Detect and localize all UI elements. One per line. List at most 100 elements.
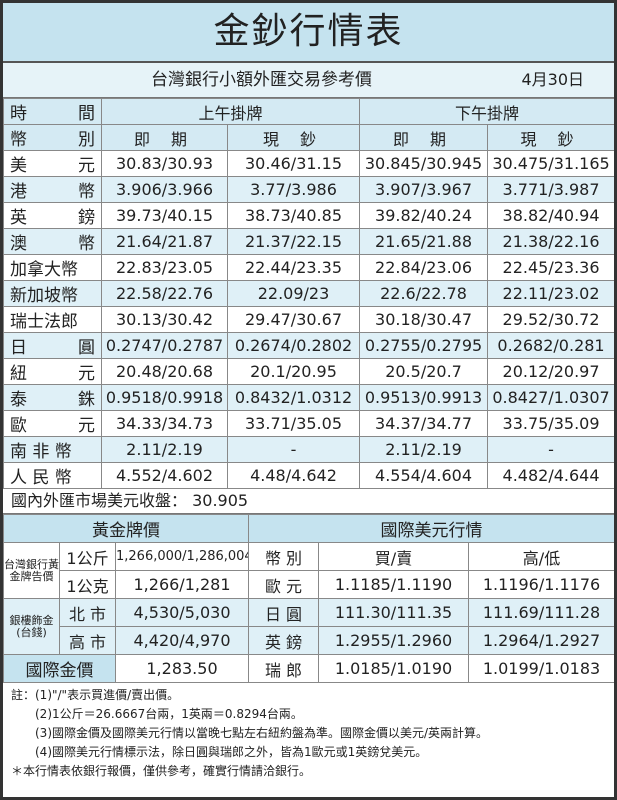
am-cash-rate: 4.48/4.642 (226, 462, 361, 489)
pm-spot-rate: 20.5/20.7 (359, 358, 489, 385)
pm-spot-rate: 22.84/23.06 (359, 254, 489, 281)
am-cash-rate: 29.47/30.67 (226, 306, 361, 333)
am-spot-header: 即 期 (101, 124, 228, 151)
currency-name: 泰銖 (3, 384, 102, 411)
pm-cash-rate: - (487, 436, 614, 463)
currency-name: 加拿大幣 (3, 254, 102, 281)
currency-row: 加拿大幣 22.83/23.05 22.44/23.35 22.84/23.06 22.… (3, 254, 614, 281)
intl-gold-label: 國際金價 (3, 654, 116, 683)
currency-name: 人 民 幣 (3, 462, 102, 489)
date: 4月30日 (521, 70, 584, 89)
g-label: 1公克 (59, 570, 116, 599)
note: (3)國際金價及國際美元行情以當晚七點左右紐約盤為準。國際金價以美元/英兩計算。 (35, 726, 489, 740)
pm-spot-header: 即 期 (359, 124, 489, 151)
am-cash-rate: - (226, 436, 361, 463)
pm-cash-rate: 3.771/3.987 (487, 176, 614, 203)
am-spot-rate: 22.58/22.76 (101, 280, 228, 307)
south-price: 4,420/4,970 (115, 626, 249, 655)
pm-spot-rate: 0.9513/0.9913 (359, 384, 489, 411)
am-cash-header: 現 鈔 (226, 124, 361, 151)
usd-highlow: 111.69/111.28 (467, 598, 614, 627)
currency-name: 新加坡幣 (3, 280, 102, 307)
currency-row: 港幣 3.906/3.966 3.77/3.986 3.907/3.967 3.771/… (3, 176, 614, 203)
am-cash-rate: 38.73/40.85 (226, 202, 361, 229)
pm-spot-rate: 30.18/30.47 (359, 306, 489, 333)
note: 註：(1)"/"表示買進價/賣出價。 (11, 688, 180, 702)
usd-col-buysell: 買/賣 (318, 542, 469, 571)
currency-name: 英鎊 (3, 202, 102, 229)
currency-name: 港幣 (3, 176, 102, 203)
note: ＊本行情表依銀行報價，僅供參考，確實行情請洽銀行。 (11, 764, 312, 778)
currency-row: 美元 30.83/30.93 30.46/31.15 30.845/30.945 30.… (3, 150, 614, 177)
south-label: 高 市 (59, 626, 116, 655)
subtitle-bar: 台灣銀行小額外匯交易參考價 4月30日 (3, 63, 614, 98)
usd-currency: 歐 元 (248, 570, 319, 599)
pm-cash-rate: 22.45/23.36 (487, 254, 614, 281)
usd-col-currency: 幣 別 (248, 542, 319, 571)
currency-row: 瑞士法郎 30.13/30.42 29.47/30.67 30.18/30.47 29.… (3, 306, 614, 333)
currency-row: 新加坡幣 22.58/22.76 22.09/23 22.6/22.78 22.11/2… (3, 280, 614, 307)
pm-cash-rate: 0.8427/1.0307 (487, 384, 614, 411)
gold-usd-table: 黃金牌價 國際美元行情 台灣銀行黃金牌告價 1公斤 1,266,000/1,28… (3, 514, 614, 683)
page-title: 金鈔行情表 (3, 3, 614, 63)
usd-buysell: 111.30/111.35 (318, 598, 469, 627)
usd-title: 國際美元行情 (247, 514, 614, 543)
currency-name: 瑞士法郎 (3, 306, 102, 333)
currency-name: 澳幣 (3, 228, 102, 255)
am-spot-rate: 20.48/20.68 (101, 358, 228, 385)
currency-row: 歐元 34.33/34.73 33.71/35.05 34.37/34.77 33.75… (3, 410, 614, 437)
am-spot-rate: 0.2747/0.2787 (101, 332, 228, 359)
usd-buysell: 1.1185/1.1190 (318, 570, 469, 599)
note: (4)國際美元行情標示法，除日圓與瑞郎之外，皆為1歐元或1英鎊兌美元。 (35, 745, 428, 759)
currency-row: 紐元 20.48/20.68 20.1/20.95 20.5/20.7 20.12/20… (3, 358, 614, 385)
pm-cash-rate: 4.482/4.644 (487, 462, 614, 489)
am-cash-rate: 22.44/23.35 (226, 254, 361, 281)
currency-name: 歐元 (3, 410, 102, 437)
usd-highlow: 1.2964/1.2927 (467, 626, 614, 655)
am-spot-rate: 3.906/3.966 (101, 176, 228, 203)
north-label: 北 市 (59, 598, 116, 627)
g-price: 1,266/1,281 (115, 570, 249, 599)
usd-currency: 英 鎊 (248, 626, 319, 655)
pm-spot-rate: 2.11/2.19 (359, 436, 489, 463)
am-spot-rate: 39.73/40.15 (101, 202, 228, 229)
am-cash-rate: 30.46/31.15 (226, 150, 361, 177)
am-spot-rate: 0.9518/0.9918 (101, 384, 228, 411)
currency-name: 紐元 (3, 358, 102, 385)
intl-gold-price: 1,283.50 (115, 654, 249, 683)
currency-row: 澳幣 21.64/21.87 21.37/22.15 21.65/21.88 21.38… (3, 228, 614, 255)
currency-name: 日圓 (3, 332, 102, 359)
time-header: 時間 (3, 98, 102, 125)
pm-cash-rate: 38.82/40.94 (487, 202, 614, 229)
pm-spot-rate: 30.845/30.945 (359, 150, 489, 177)
pm-spot-rate: 34.37/34.77 (359, 410, 489, 437)
am-spot-rate: 30.83/30.93 (101, 150, 228, 177)
am-spot-rate: 2.11/2.19 (101, 436, 228, 463)
am-spot-rate: 30.13/30.42 (101, 306, 228, 333)
currency-row: 泰銖 0.9518/0.9918 0.8432/1.0312 0.9513/0.991… (3, 384, 614, 411)
usd-buysell: 1.2955/1.2960 (318, 626, 469, 655)
note: (2)1公斤＝26.6667台兩，1英兩＝0.8294台兩。 (35, 707, 303, 721)
currency-row: 日圓 0.2747/0.2787 0.2674/0.2802 0.2755/0.279… (3, 332, 614, 359)
currency-row: 南 非 幣 2.11/2.19-2.11/2.19- (3, 436, 614, 463)
am-spot-rate: 22.83/23.05 (101, 254, 228, 281)
am-spot-rate: 21.64/21.87 (101, 228, 228, 255)
am-cash-rate: 21.37/22.15 (226, 228, 361, 255)
usd-close: 國內外匯市場美元收盤： 30.905 (3, 489, 614, 514)
pm-cash-rate: 0.2682/0.281 (487, 332, 614, 359)
am-spot-rate: 4.552/4.602 (101, 462, 228, 489)
fx-table: 時間 上午掛牌 下午掛牌 幣別 即 期 現 鈔 即 期 現 鈔 美元 30.83/… (3, 98, 614, 489)
am-cash-rate: 33.71/35.05 (226, 410, 361, 437)
subtitle: 台灣銀行小額外匯交易參考價 (151, 70, 372, 90)
pm-cash-rate: 33.75/35.09 (487, 410, 614, 437)
pm-cash-rate: 22.11/23.02 (487, 280, 614, 307)
pm-spot-rate: 0.2755/0.2795 (359, 332, 489, 359)
usd-highlow: 1.0199/1.0183 (467, 654, 614, 683)
pm-cash-rate: 30.475/31.165 (487, 150, 614, 177)
pm-cash-header: 現 鈔 (487, 124, 614, 151)
am-spot-rate: 34.33/34.73 (101, 410, 228, 437)
usd-highlow: 1.1196/1.1176 (467, 570, 614, 599)
kg-price: 1,266,000/1,286,004 (115, 542, 249, 571)
am-header: 上午掛牌 (100, 98, 361, 125)
